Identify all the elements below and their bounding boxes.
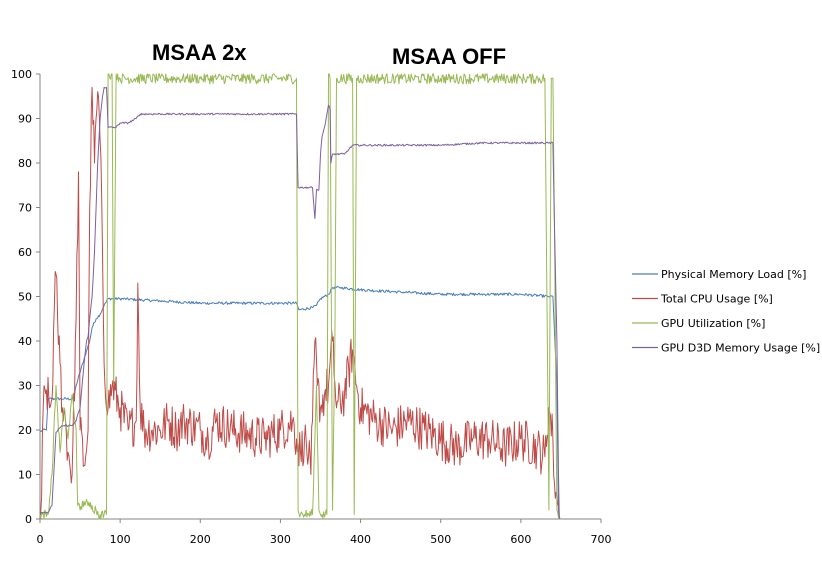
- y-tick-label: 50: [18, 291, 32, 304]
- y-tick-label: 90: [18, 113, 32, 126]
- x-ticks: 0 100 200 300 400 500 600 700: [37, 519, 612, 546]
- y-tick-label: 0: [25, 513, 32, 526]
- legend-label-physical-memory-load: Physical Memory Load [%]: [661, 268, 806, 281]
- legend-label-gpu-utilization: GPU Utilization [%]: [661, 317, 765, 330]
- x-tick-label: 100: [110, 533, 131, 546]
- legend-label-gpu-d3d-memory-usage: GPU D3D Memory Usage [%]: [661, 342, 820, 355]
- series-line-gpu-d3d-memory-usage: [39, 86, 560, 520]
- series-line-physical-memory-load: [39, 285, 562, 520]
- x-tick-label: 700: [591, 533, 612, 546]
- x-tick-label: 600: [510, 533, 531, 546]
- x-tick-label: 200: [190, 533, 211, 546]
- annotation-msaa-off: MSAA OFF: [392, 44, 506, 69]
- y-ticks: 0 10 20 30 40 50 60 70 80 90 100: [11, 68, 40, 526]
- y-tick-label: 70: [18, 202, 32, 215]
- annotation-msaa-2x: MSAA 2x: [152, 40, 247, 65]
- x-tick-label: 0: [37, 533, 44, 546]
- legend: Physical Memory Load [%] Total CPU Usage …: [632, 268, 820, 355]
- y-tick-label: 10: [18, 469, 32, 482]
- x-tick-label: 500: [430, 533, 451, 546]
- series-lines: [39, 73, 562, 520]
- y-tick-label: 40: [18, 335, 32, 348]
- y-tick-label: 100: [11, 68, 32, 81]
- y-tick-label: 80: [18, 157, 32, 170]
- series-line-gpu-utilization: [39, 73, 561, 520]
- y-tick-label: 30: [18, 380, 32, 393]
- x-tick-label: 300: [270, 533, 291, 546]
- plot-area: 0 10 20 30 40 50 60 70 80 90 100 0 100 200 300 400 500 6…: [11, 68, 612, 546]
- x-tick-label: 400: [350, 533, 371, 546]
- y-tick-label: 20: [18, 424, 32, 437]
- legend-label-total-cpu-usage: Total CPU Usage [%]: [660, 293, 773, 306]
- y-tick-label: 60: [18, 246, 32, 259]
- series-line-total-cpu-usage: [39, 86, 561, 520]
